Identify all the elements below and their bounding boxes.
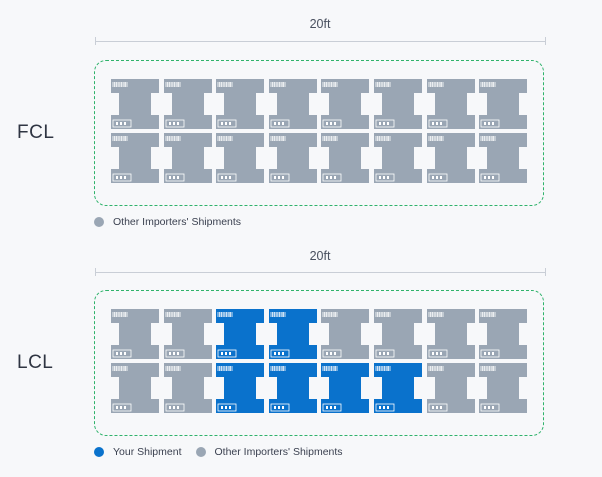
cargo-box-icon	[216, 79, 265, 129]
fcl-dimension-label: 20ft	[309, 17, 331, 31]
lcl-dimension-label: 20ft	[309, 249, 331, 263]
cargo-box-icon	[479, 309, 528, 359]
cargo-box-icon	[479, 363, 528, 413]
cargo-box-icon	[373, 133, 422, 183]
legend-label: Other Importers' Shipments	[214, 446, 343, 458]
cargo-box-icon	[321, 309, 370, 359]
cargo-box-icon	[321, 363, 370, 413]
legend-dot-icon	[94, 217, 104, 227]
cargo-box-icon	[111, 309, 159, 359]
fcl-section: 20ft FCL Other Importers' Shipments	[17, 17, 546, 228]
lcl-dimension-line	[95, 272, 545, 273]
lcl-legend: Your Shipment Other Importers' Shipments	[94, 446, 357, 458]
cargo-box-icon	[111, 363, 159, 413]
cargo-box-icon	[268, 133, 317, 183]
cargo-box-icon	[373, 79, 422, 129]
fcl-shipment-grid	[111, 79, 528, 183]
lcl-dimension-tick-right	[545, 268, 546, 276]
cargo-box-icon	[268, 363, 317, 413]
cargo-box-icon	[216, 309, 265, 359]
legend-item-other: Other Importers' Shipments	[94, 216, 241, 228]
cargo-box-icon	[373, 309, 422, 359]
lcl-container	[94, 290, 544, 436]
cargo-box-icon	[426, 133, 475, 183]
cargo-box-icon	[479, 79, 528, 129]
cargo-box-icon	[111, 79, 159, 129]
cargo-box-icon	[426, 309, 475, 359]
fcl-dimension-tick-left	[95, 37, 96, 45]
legend-label: Other Importers' Shipments	[113, 216, 242, 228]
legend-label: Your Shipment	[113, 446, 182, 458]
cargo-box-icon	[426, 363, 475, 413]
fcl-label: FCL	[17, 122, 55, 143]
cargo-box-icon	[321, 79, 370, 129]
legend-dot-icon	[195, 447, 206, 457]
cargo-box-icon	[163, 309, 212, 359]
cargo-box-icon	[426, 79, 475, 129]
cargo-box-icon	[373, 363, 422, 413]
cargo-box-icon	[268, 79, 317, 129]
cargo-box-icon	[163, 363, 212, 413]
cargo-box-icon	[216, 133, 265, 183]
cargo-box-icon	[321, 133, 370, 183]
lcl-shipment-grid	[111, 309, 528, 413]
cargo-box-icon	[479, 133, 528, 183]
cargo-box-icon	[163, 133, 212, 183]
fcl-dimension-tick-right	[545, 37, 546, 45]
fcl-legend: Other Importers' Shipments	[94, 216, 255, 228]
legend-dot-icon	[94, 447, 104, 457]
cargo-box-icon	[163, 79, 212, 129]
cargo-box-icon	[268, 309, 317, 359]
legend-item-yours: Your Shipment	[94, 446, 182, 458]
cargo-box-icon	[216, 363, 265, 413]
cargo-box-icon	[111, 133, 159, 183]
legend-item-other: Other Importers' Shipments	[195, 446, 343, 458]
lcl-dimension-tick-left	[95, 268, 96, 276]
fcl-dimension-line	[95, 41, 545, 42]
lcl-label: LCL	[17, 352, 54, 373]
fcl-container	[94, 60, 544, 206]
